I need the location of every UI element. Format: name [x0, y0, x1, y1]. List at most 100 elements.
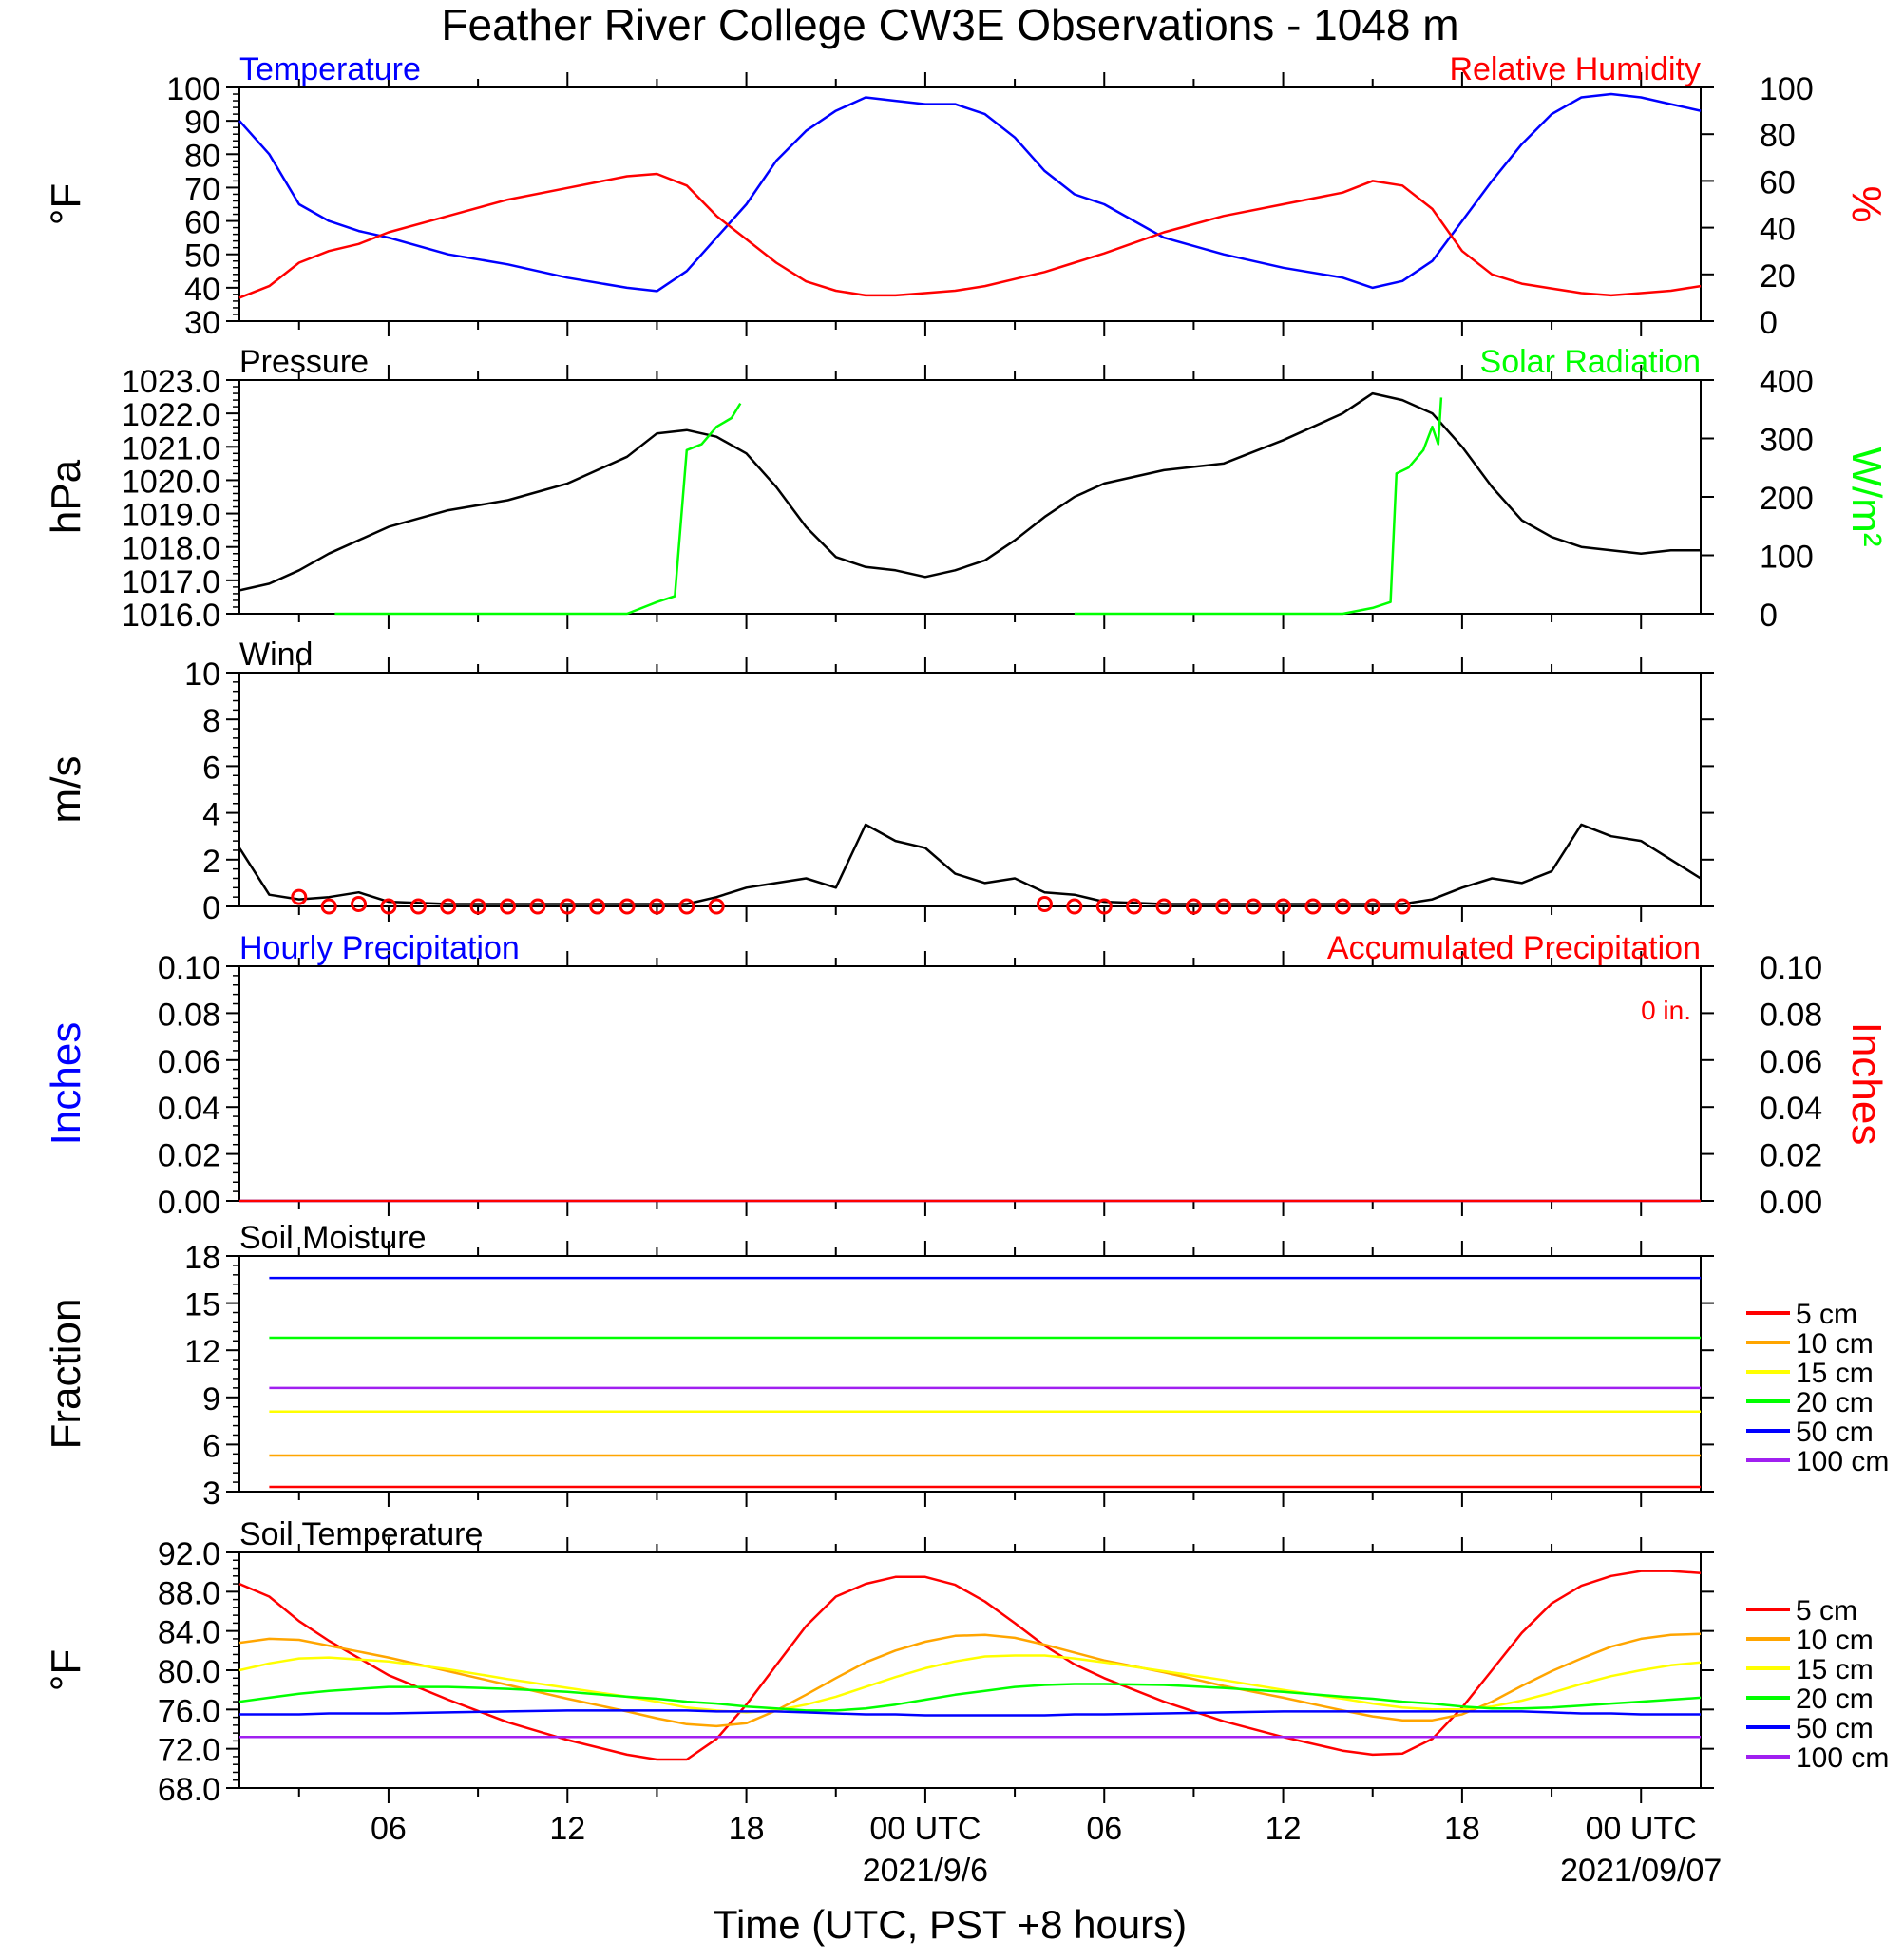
y-tick-label: 18: [184, 1240, 220, 1276]
calm-wind-marker: [440, 898, 457, 915]
legend-label: 5 cm: [1796, 1595, 1857, 1627]
panel-title: Temperature: [239, 51, 421, 87]
legend-label: 5 cm: [1796, 1299, 1857, 1330]
panels: 10090807060504030100806040200Temperature…: [43, 51, 1890, 1889]
y-tick-label: 1016.0: [122, 598, 220, 634]
y-tick-label: 1023.0: [122, 364, 220, 400]
y-tick-label: 0.04: [158, 1091, 220, 1127]
panel-right-title: Relative Humidity: [1449, 51, 1701, 87]
y-tick-label: 88.0: [158, 1575, 220, 1611]
calm-wind-marker: [380, 898, 397, 915]
panel-hourly-precipitation: 0.10 0.08 0.06 0.04 0.02 0.00 0.10 0.08 0.06 0.04…: [43, 930, 1890, 1221]
y-tick-label: 0.10: [158, 950, 220, 986]
series-line-50-cm: [239, 1709, 1701, 1717]
series-line-5-cm: [238, 1570, 1702, 1761]
x-tick-label: 00 UTC: [869, 1811, 981, 1847]
y-tick-label: 72.0: [158, 1733, 220, 1769]
x-axis-label: Time (UTC, PST +8 hours): [714, 1902, 1187, 1947]
x-axis: 06 12 18 00 UTC 06 12 18 00 UTC 2021/9/6 2021/09/…: [371, 1811, 1722, 1889]
calm-wind-marker: [351, 896, 368, 913]
y-tick-label: 0: [202, 890, 220, 926]
panel-title: Soil Moisture: [239, 1220, 427, 1256]
panel-right-title: Accumulated Precipitation: [1327, 930, 1701, 966]
right-y-axis-label: %: [1843, 185, 1890, 222]
y-tick-label: 12: [184, 1334, 220, 1370]
y-tick-label: 9: [202, 1381, 220, 1418]
y-tick-label: 0.08: [158, 997, 220, 1033]
series-line-10-cm: [238, 1632, 1702, 1728]
calm-wind-marker: [409, 898, 427, 915]
x-tick-label: 06: [371, 1811, 407, 1847]
calm-wind-marker: [529, 898, 546, 915]
calm-wind-marker: [559, 898, 576, 915]
y-tick-label: 1017.0: [122, 564, 220, 600]
panel-title: Hourly Precipitation: [239, 930, 520, 966]
y-tick-label: 1019.0: [122, 498, 220, 534]
right-y-tick-label: 100: [1760, 540, 1814, 576]
calm-wind-marker: [1245, 898, 1262, 915]
y-tick-label: 100: [166, 71, 220, 107]
y-tick-label: 1020.0: [122, 464, 220, 500]
right-y-axis-label: W/m²: [1843, 447, 1890, 546]
calm-wind-marker: [619, 898, 636, 915]
y-axis-label: °F: [43, 1649, 89, 1691]
right-y-tick-label: 300: [1760, 423, 1814, 459]
legend-label: 100 cm: [1796, 1446, 1889, 1477]
y-tick-label: 1021.0: [122, 430, 220, 466]
panel-wind: 10 8 6 4 2 0 Wind m/s: [43, 637, 1714, 926]
calm-wind-marker: [1066, 898, 1083, 915]
y-tick-label: 15: [184, 1287, 220, 1323]
y-tick-label: 2: [202, 844, 220, 880]
right-y-tick-label: 0.02: [1760, 1138, 1822, 1174]
calm-wind-marker: [1304, 898, 1322, 915]
series-line-15-cm: [238, 1654, 1702, 1714]
series-line-temperature: [238, 92, 1702, 293]
y-tick-label: 30: [184, 305, 220, 341]
y-tick-label: 90: [184, 105, 220, 141]
plot-frame: [238, 1255, 1702, 1493]
legend-label: 15 cm: [1796, 1358, 1874, 1389]
right-y-tick-label: 20: [1760, 258, 1796, 295]
right-y-tick-label: 0.00: [1760, 1185, 1822, 1221]
series-line-relative-humidity: [238, 172, 1702, 299]
calm-wind-marker: [1126, 898, 1143, 915]
legend-label: 20 cm: [1796, 1684, 1874, 1715]
calm-wind-marker: [648, 898, 665, 915]
right-y-tick-label: 0: [1760, 305, 1778, 341]
x-tick-label: 00 UTC: [1586, 1811, 1697, 1847]
y-axis-label: Inches: [43, 1022, 89, 1146]
y-tick-label: 3: [202, 1475, 220, 1512]
legend-label: 50 cm: [1796, 1417, 1874, 1448]
x-tick-label: 12: [549, 1811, 585, 1847]
y-axis-label: hPa: [43, 459, 89, 534]
panel-annotation: 0 in.: [1641, 996, 1691, 1025]
right-y-tick-label: 0.04: [1760, 1091, 1822, 1127]
panel-soil-temperature: 92.088.0 84.080.076.0 72.068.0 Soil Tempera…: [43, 1516, 1889, 1808]
calm-wind-marker: [1155, 898, 1172, 915]
figure-title: Feather River College CW3E Observations …: [441, 0, 1458, 49]
calm-wind-marker: [1095, 898, 1113, 915]
x-tick-label: 12: [1266, 1811, 1302, 1847]
right-y-tick-label: 0.06: [1760, 1044, 1822, 1080]
legend-label: 15 cm: [1796, 1654, 1874, 1685]
legend-label: 10 cm: [1796, 1328, 1874, 1360]
calm-wind-marker: [469, 898, 486, 915]
y-tick-label: 84.0: [158, 1615, 220, 1651]
y-tick-label: 0.00: [158, 1185, 220, 1221]
plot-frame: [238, 965, 1702, 1202]
y-tick-label: 6: [202, 750, 220, 786]
y-tick-label: 6: [202, 1428, 220, 1464]
right-y-tick-label: 0: [1760, 598, 1778, 634]
x-tick-label: 18: [1444, 1811, 1480, 1847]
right-y-tick-label: 400: [1760, 364, 1814, 400]
y-tick-label: 70: [184, 171, 220, 207]
right-y-tick-label: 100: [1760, 71, 1814, 107]
panel-title: Pressure: [239, 344, 369, 380]
y-tick-label: 92.0: [158, 1536, 220, 1572]
plot-frame: [238, 86, 1702, 322]
calm-wind-marker: [678, 898, 695, 915]
y-tick-label: 0.02: [158, 1138, 220, 1174]
